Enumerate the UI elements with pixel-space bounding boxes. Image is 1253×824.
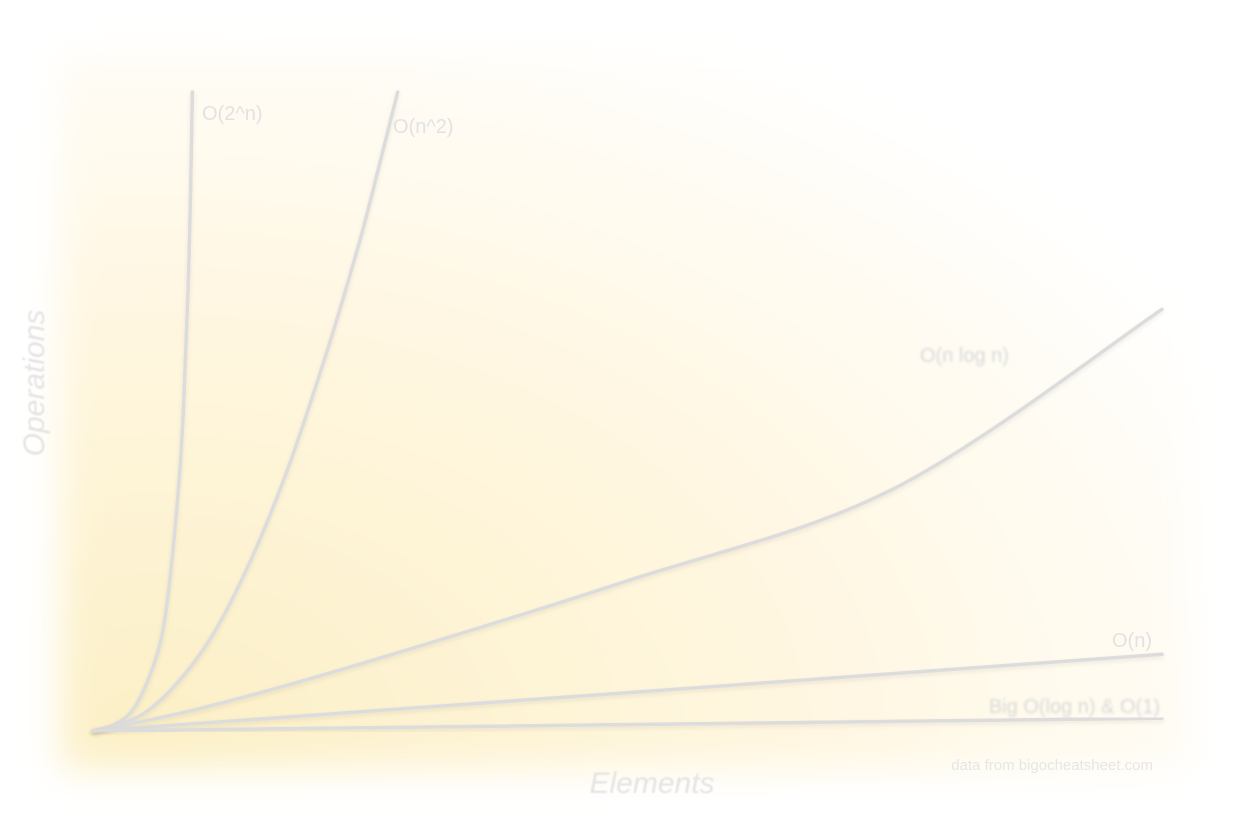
series-line-exponential [91,90,195,733]
series-line-linearithmic [91,307,1164,733]
source-note: data from bigocheatsheet.com [951,757,1153,774]
series-line-quadratic [91,90,400,733]
series-label-exponential: O(2^n) [202,103,263,125]
x-axis-title: Elements [589,767,714,800]
series-line-log-constant [91,716,1164,733]
series-line-linear [91,652,1164,733]
series-lines [91,90,1164,733]
series-label-log-constant: Big O(log n) & O(1) [989,696,1160,718]
y-axis-title: Operations [18,310,51,457]
series-label-quadratic: O(n^2) [393,116,454,138]
series-label-linearithmic: O(n log n) [920,345,1009,367]
series-label-linear: O(n) [1112,630,1152,652]
chart-background [60,50,1190,770]
